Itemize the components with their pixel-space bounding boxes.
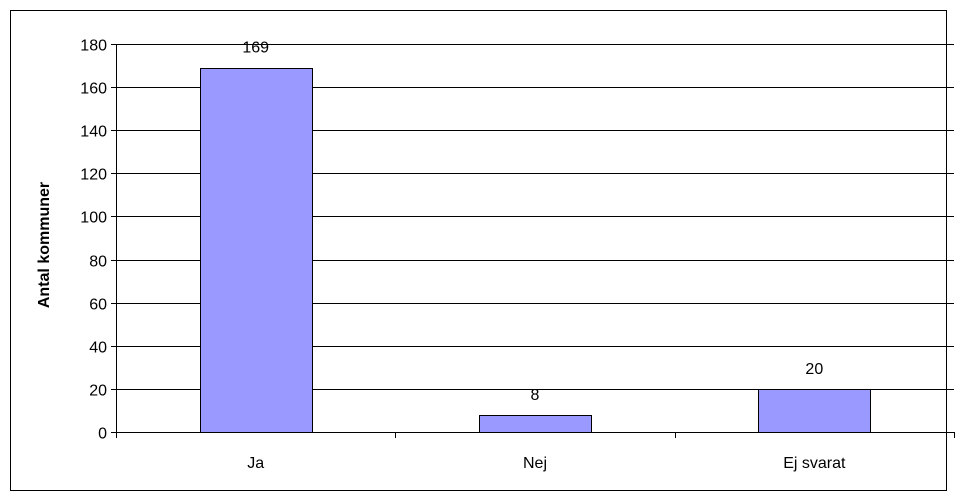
data-label-ej-svarat: 20 (805, 361, 823, 378)
y-tick-label-100: 100 (80, 210, 107, 227)
bar-ej-svarat (758, 389, 871, 433)
y-tick-label-140: 140 (80, 124, 107, 141)
y-axis-title: Antal kommuner (36, 182, 53, 308)
category-label-ja: Ja (247, 455, 264, 472)
y-tick-label-0: 0 (98, 426, 107, 443)
y-tick-label-60: 60 (89, 297, 107, 314)
y-tick-label-180: 180 (80, 38, 107, 55)
axes (111, 44, 955, 438)
bars (200, 68, 871, 433)
labels: 0 20 40 60 80 100 120 140 160 180 169 Ja 8 Nej 20 Ej sv… (80, 38, 846, 473)
y-tick-label-40: 40 (89, 340, 107, 357)
y-tick-label-160: 160 (80, 81, 107, 98)
data-label-ja: 169 (242, 40, 269, 57)
y-tick-label-80: 80 (89, 254, 107, 271)
category-label-nej: Nej (523, 455, 547, 472)
bar-nej (479, 415, 592, 433)
y-tick-label-120: 120 (80, 167, 107, 184)
category-label-ej-svarat: Ej svarat (783, 455, 846, 472)
bar-ja (200, 68, 313, 433)
data-label-nej: 8 (531, 387, 540, 404)
y-tick-label-20: 20 (89, 383, 107, 400)
